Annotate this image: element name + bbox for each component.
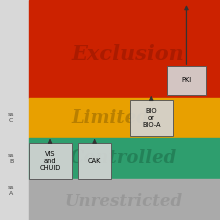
Text: Controlled: Controlled xyxy=(70,149,177,167)
Text: PKI: PKI xyxy=(181,77,192,83)
FancyBboxPatch shape xyxy=(78,143,111,179)
Bar xyxy=(29,138,220,179)
FancyBboxPatch shape xyxy=(29,143,72,179)
Text: ss
A: ss A xyxy=(8,185,14,196)
Text: CAK: CAK xyxy=(88,158,101,164)
FancyBboxPatch shape xyxy=(167,66,206,95)
Bar xyxy=(29,98,220,138)
Text: BIO
or
BIO-A: BIO or BIO-A xyxy=(142,108,161,128)
Text: Unrestricted: Unrestricted xyxy=(64,193,182,210)
Bar xyxy=(29,179,220,220)
Text: ss
B: ss B xyxy=(8,153,14,164)
FancyBboxPatch shape xyxy=(130,100,173,136)
Text: ss
C: ss C xyxy=(8,112,14,123)
Text: Limited: Limited xyxy=(71,109,149,127)
Text: Exclusion: Exclusion xyxy=(71,44,184,64)
Text: VIS
and
CHUID: VIS and CHUID xyxy=(39,151,61,171)
Bar xyxy=(29,0,220,98)
